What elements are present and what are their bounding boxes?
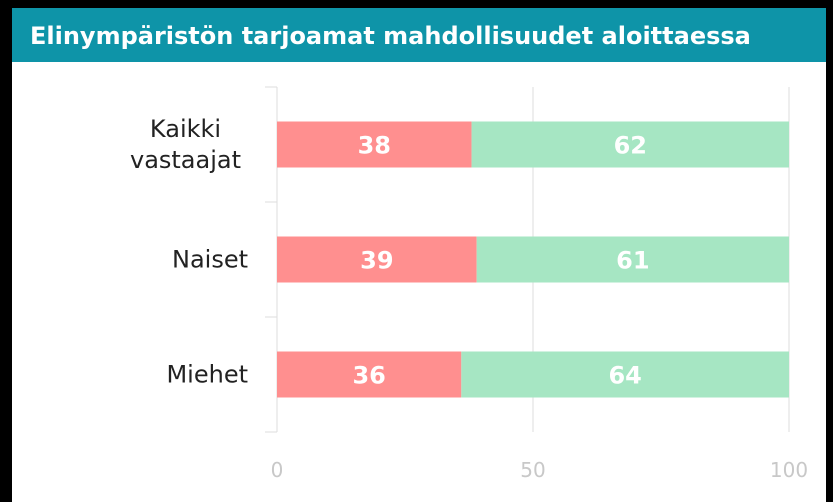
y-tick-label: Naiset (171, 245, 248, 273)
y-tick-label: Kaikki vastaajat (129, 114, 242, 174)
y-tick-label: Miehet (166, 360, 248, 388)
data-label: 62 (614, 132, 647, 160)
data-label: 38 (358, 132, 391, 160)
bar-segment (471, 121, 789, 168)
category-label-box: Naiset (48, 244, 248, 275)
bar-segment (277, 236, 477, 283)
data-label: 64 (608, 362, 641, 390)
data-label: 39 (360, 247, 393, 275)
frame-right (826, 0, 833, 502)
bar-segment (461, 351, 789, 398)
bar-segment (277, 351, 462, 398)
data-label: 36 (352, 362, 385, 390)
x-tick-label: 50 (520, 458, 545, 482)
bar-segment (277, 121, 472, 168)
frame-top (0, 0, 833, 8)
header (12, 8, 826, 62)
chart-title: Elinympäristön tarjoamat mahdollisuudet … (30, 22, 751, 50)
x-tick-label: 100 (770, 458, 808, 482)
category-label-box: Miehet (48, 359, 248, 390)
data-label: 61 (616, 247, 649, 275)
frame-left (0, 0, 12, 502)
bar-segment (476, 236, 789, 283)
x-tick-label: 0 (271, 458, 284, 482)
category-label-box: Kaikki vastaajat (48, 114, 248, 176)
